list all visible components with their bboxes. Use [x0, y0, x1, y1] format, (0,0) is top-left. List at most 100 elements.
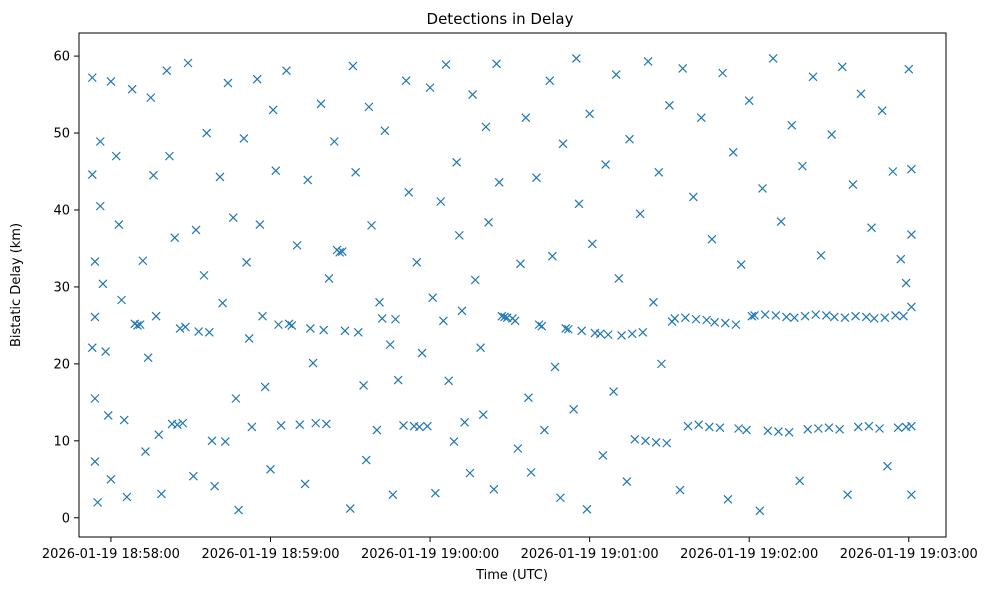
data-point [883, 461, 892, 471]
data-point [321, 419, 331, 429]
data-point [274, 320, 283, 330]
data-point [380, 126, 390, 136]
y-tick-label: 10 [53, 434, 70, 449]
data-point [664, 100, 674, 110]
data-point [558, 139, 568, 149]
data-point [218, 298, 228, 308]
data-point [268, 105, 278, 115]
data-point [401, 76, 411, 86]
data-point [755, 506, 765, 516]
data-point [353, 327, 363, 337]
data-point [848, 180, 858, 190]
data-point [361, 455, 371, 465]
data-point [789, 313, 799, 323]
data-point [223, 78, 233, 88]
data-point [627, 329, 637, 339]
data-point [638, 327, 648, 337]
data-point [345, 504, 355, 513]
data-point [460, 417, 470, 427]
data-point [372, 425, 382, 435]
data-point [510, 316, 520, 326]
data-point [516, 259, 525, 269]
data-point [308, 358, 318, 368]
data-point [149, 170, 158, 180]
data-point [295, 420, 305, 430]
data-point [103, 410, 113, 420]
data-point [526, 467, 536, 477]
data-point [305, 324, 315, 333]
data-point [622, 477, 632, 487]
data-point [595, 329, 605, 339]
data-point [539, 425, 549, 435]
data-point [476, 343, 486, 353]
data-point [537, 321, 547, 331]
data-point [284, 319, 294, 329]
data-point [763, 426, 773, 436]
data-point [851, 311, 861, 321]
data-point [436, 197, 446, 206]
data-point [907, 490, 916, 500]
data-point [803, 424, 813, 434]
data-point [800, 311, 810, 321]
data-point [90, 312, 100, 322]
data-point [555, 493, 565, 503]
data-point [563, 324, 573, 334]
data-point [907, 230, 916, 240]
y-tick-label: 30 [53, 280, 70, 295]
data-point [282, 66, 291, 76]
data-point [106, 474, 116, 484]
data-point [204, 327, 214, 337]
data-point [127, 84, 137, 94]
data-point [428, 293, 438, 303]
data-point [657, 359, 666, 369]
data-point [337, 247, 347, 256]
data-point [311, 418, 321, 428]
data-point [696, 113, 706, 123]
data-point [907, 421, 916, 431]
data-point [348, 61, 358, 71]
data-point [87, 343, 97, 353]
data-point [157, 489, 166, 499]
x-tick-label: 2026-01-19 19:02:00 [680, 547, 818, 562]
data-point [601, 160, 611, 170]
data-point [524, 393, 533, 403]
data-point [587, 239, 597, 249]
data-point [119, 415, 129, 425]
data-point [899, 311, 908, 321]
data-point [478, 410, 488, 420]
data-point [710, 317, 720, 327]
data-point [574, 199, 584, 209]
data-point [891, 310, 900, 320]
x-tick-label: 2026-01-19 19:01:00 [521, 547, 659, 562]
data-point [630, 434, 640, 444]
data-point [704, 422, 714, 432]
data-point [117, 295, 126, 305]
data-point [234, 505, 243, 515]
data-point [643, 57, 653, 66]
data-point [707, 234, 717, 244]
data-point [228, 213, 238, 223]
data-point [87, 170, 97, 180]
data-point [215, 172, 225, 182]
data-point [787, 120, 797, 130]
scatter-points [87, 53, 916, 516]
data-point [135, 320, 145, 330]
data-point [452, 157, 462, 167]
data-point [444, 376, 454, 386]
data-point [172, 420, 182, 430]
data-point [603, 330, 613, 340]
x-tick-label: 2026-01-19 19:03:00 [840, 547, 978, 562]
data-point [231, 394, 241, 403]
data-point [625, 134, 634, 144]
y-tick-label: 20 [53, 357, 70, 372]
data-point [430, 488, 440, 498]
data-point [300, 479, 310, 489]
data-point [649, 297, 658, 307]
y-tick-label: 50 [53, 127, 70, 142]
x-tick-label: 2026-01-19 18:58:00 [42, 547, 180, 562]
data-point [329, 137, 339, 146]
data-point [617, 330, 626, 340]
data-point [335, 247, 345, 257]
data-point [438, 316, 448, 326]
data-point [492, 59, 501, 69]
